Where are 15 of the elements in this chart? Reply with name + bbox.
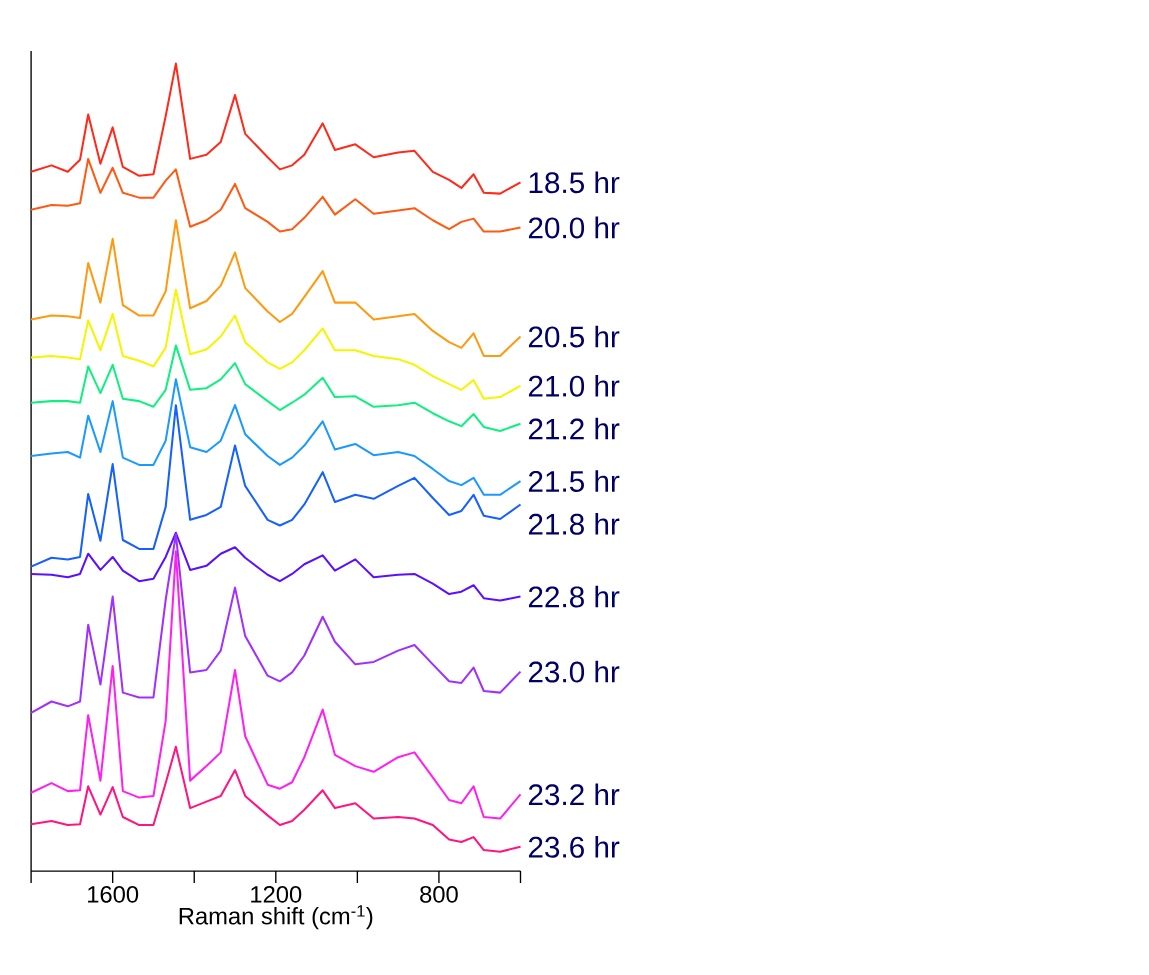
series-label: 23.0 hr — [528, 660, 620, 683]
series-label: 23.2 hr — [528, 783, 620, 806]
series-label: 21.2 hr — [528, 418, 620, 440]
series-label: 22.8 hr — [528, 585, 620, 608]
series-label: 20.5 hr — [528, 325, 620, 348]
series-label: 21.8 hr — [528, 513, 620, 535]
series-label: 20.0 hr — [528, 216, 620, 239]
series-label: 23.6 hr — [528, 836, 620, 858]
series-label: 21.0 hr — [528, 375, 620, 397]
x-axis-title: Raman shift (cm$^{-1}$) — [179, 905, 373, 930]
series-label: 18.5 hr — [529, 171, 620, 194]
series-label: 21.5 hr — [528, 470, 620, 493]
x-tick-label: 1600 — [88, 886, 139, 903]
x-tick-label: 1200 — [251, 886, 302, 903]
x-tick-label: 800 — [420, 886, 458, 903]
